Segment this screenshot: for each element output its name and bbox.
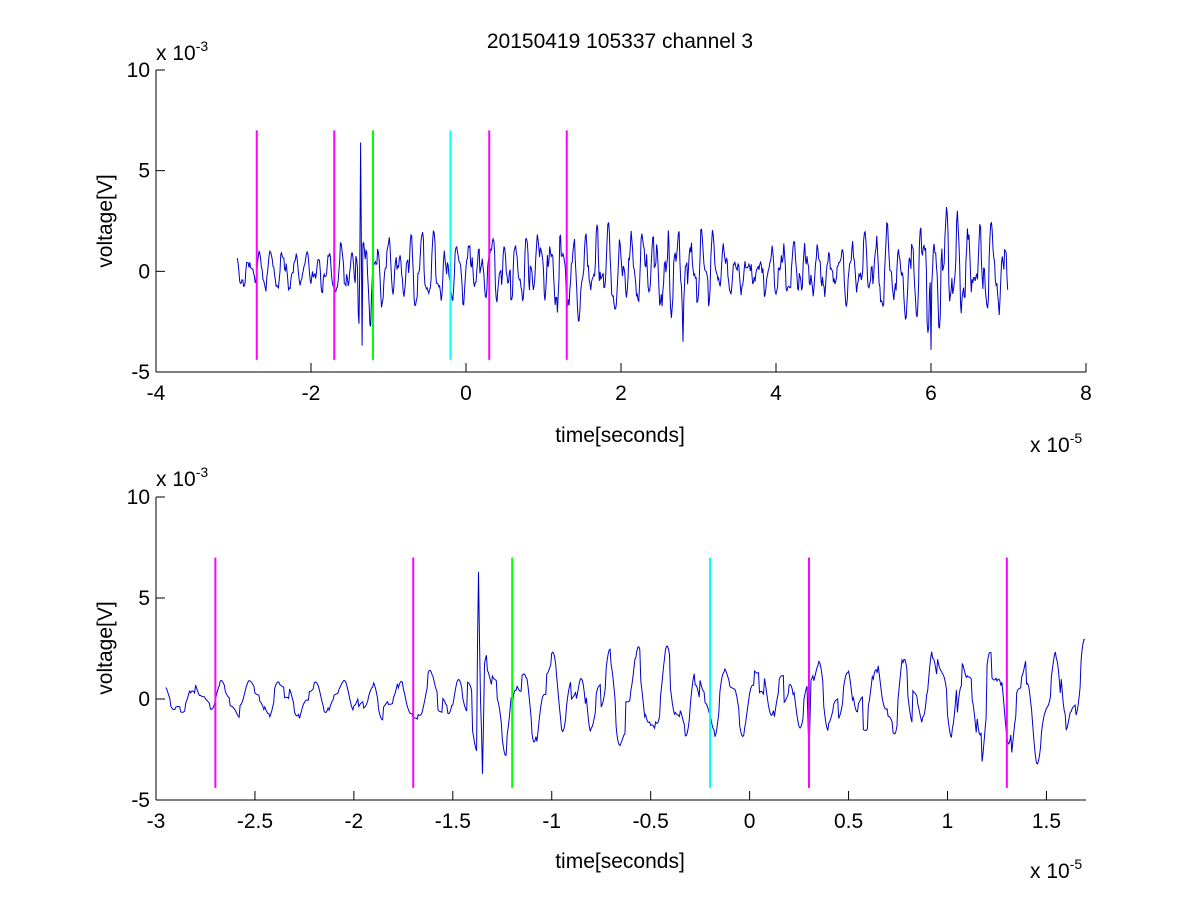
x-tick-label: -0.5: [633, 810, 669, 833]
top-xlabel: time[seconds]: [555, 424, 685, 447]
bottom-x-exponent: x 10-5: [1030, 856, 1082, 883]
bottom-x-exponent-power: -5: [1070, 856, 1083, 872]
x-tick-label: -2.5: [237, 810, 273, 833]
x-tick-label: 1: [942, 810, 954, 833]
bottom-axis-lines: [155, 497, 1086, 801]
top-x-exponent-power: -5: [1070, 430, 1083, 446]
top-signal: [236, 142, 1009, 350]
x-tick-label: 0.5: [834, 810, 863, 833]
bottom-signal: [165, 571, 1086, 774]
bottom-markers: [214, 557, 1008, 788]
bottom-x-exponent-base: x 10: [1030, 860, 1070, 883]
x-tick-label: -3: [147, 810, 166, 833]
x-tick-label: 2: [615, 382, 627, 405]
top-x-exponent-base: x 10: [1030, 434, 1070, 457]
bottom-plot-area: [156, 497, 1086, 800]
x-tick-label: -4: [147, 382, 166, 405]
y-tick-label: 5: [138, 587, 150, 610]
x-tick-label: 0: [460, 382, 472, 405]
signal-line: [236, 142, 1009, 350]
top-plot-area: [156, 70, 1086, 372]
top-x-exponent: x 10-5: [1030, 430, 1082, 457]
x-tick-label: -2: [302, 382, 321, 405]
x-tick-label: -1: [542, 810, 561, 833]
y-tick-label: -5: [131, 789, 150, 812]
top-y-exponent-power: -3: [196, 38, 209, 54]
top-y-exponent: x 10-3: [156, 38, 208, 65]
x-tick-label: 0: [744, 810, 756, 833]
figure-title: 20150419 105337 channel 3: [487, 30, 753, 53]
bottom-ylabel: voltage[V]: [94, 601, 117, 694]
bottom-xlabel: time[seconds]: [555, 850, 685, 873]
x-tick-label: 6: [925, 382, 937, 405]
y-tick-label: -5: [131, 361, 150, 384]
x-tick-label: 8: [1080, 382, 1092, 405]
top-y-exponent-base: x 10: [156, 42, 196, 65]
top-ylabel: voltage[V]: [94, 174, 117, 267]
x-tick-label: -2: [345, 810, 364, 833]
top-axes: -4 -2 0 2 4 6 8 -5 0 5 10 time[seconds] voltage[V]…: [94, 38, 1092, 457]
x-tick-label: -1.5: [435, 810, 471, 833]
bottom-axes: -3 -2.5 -2 -1.5 -1 -0.5 0 0.5 1 1.5 -5 0 5 10 time[se…: [94, 464, 1086, 883]
y-tick-label: 5: [138, 160, 150, 183]
y-tick-label: 10: [127, 59, 150, 82]
bottom-y-exponent-base: x 10: [156, 468, 196, 491]
y-tick-label: 0: [138, 688, 150, 711]
x-tick-label: 4: [770, 382, 782, 405]
top-markers: [255, 130, 568, 360]
bottom-ticks: -3 -2.5 -2 -1.5 -1 -0.5 0 0.5 1 1.5 -5 0 5 10: [127, 486, 1061, 833]
top-ticks: -4 -2 0 2 4 6 8 -5 0 5 10: [127, 59, 1092, 405]
y-tick-label: 10: [127, 486, 150, 509]
y-tick-label: 0: [138, 260, 150, 283]
top-axis-lines: [155, 70, 1086, 373]
bottom-y-exponent: x 10-3: [156, 464, 208, 491]
bottom-y-exponent-power: -3: [196, 464, 209, 480]
x-tick-label: 1.5: [1032, 810, 1061, 833]
signal-line: [165, 571, 1086, 774]
